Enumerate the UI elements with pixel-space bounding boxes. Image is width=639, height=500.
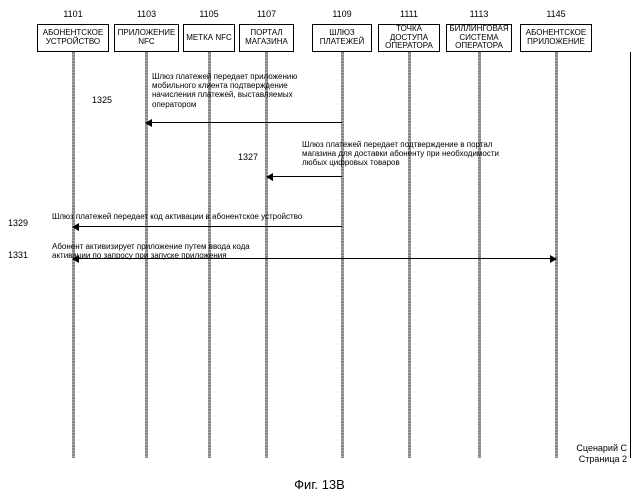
lane-header: ТОЧКА ДОСТУПА ОПЕРАТОРА <box>378 24 440 52</box>
lane-header: МЕТКА NFC <box>183 24 235 52</box>
message-arrow <box>73 226 342 227</box>
message-arrow <box>73 258 556 259</box>
lane-number: 1105 <box>194 9 224 19</box>
lane-header: АБОНЕНТСКОЕ УСТРОЙСТВО <box>37 24 109 52</box>
step-number: 1331 <box>8 250 28 260</box>
lane-number: 1113 <box>464 9 494 19</box>
lifeline <box>341 52 344 458</box>
lane-number: 1111 <box>394 9 424 19</box>
footer: Сценарий С Страница 2 <box>576 443 627 465</box>
lane-header: ПРИЛОЖЕНИЕ NFC <box>114 24 179 52</box>
message-text: Шлюз платежей передает подтверждение в п… <box>302 140 507 168</box>
message-arrow <box>146 122 342 123</box>
frame-right <box>630 52 631 458</box>
lane-number: 1145 <box>541 9 571 19</box>
lane-header: ШЛЮЗ ПЛАТЕЖЕЙ <box>312 24 372 52</box>
step-number: 1327 <box>238 152 258 162</box>
lane-header: ПОРТАЛ МАГАЗИНА <box>239 24 294 52</box>
lane-number: 1101 <box>58 9 88 19</box>
lifeline <box>408 52 411 458</box>
sequence-diagram: 1101 АБОНЕНТСКОЕ УСТРОЙСТВО 1103 ПРИЛОЖЕНИЕ… <box>0 0 639 500</box>
lane-number: 1107 <box>252 9 282 19</box>
step-number: 1325 <box>92 95 112 105</box>
figure-caption: Фиг. 13B <box>0 477 639 492</box>
lane-header: АБОНЕНТСКОЕ ПРИЛОЖЕНИЕ <box>520 24 592 52</box>
lane-number: 1109 <box>327 9 357 19</box>
message-text: Шлюз платежей передает код активации в а… <box>52 212 307 221</box>
step-number: 1329 <box>8 218 28 228</box>
lane-header: БИЛЛИНГОВАЯ СИСТЕМА ОПЕРАТОРА <box>446 24 512 52</box>
lane-number: 1103 <box>132 9 162 19</box>
scenario-label: Сценарий С <box>576 443 627 454</box>
lifeline <box>478 52 481 458</box>
message-text: Шлюз платежей передает приложению мобиль… <box>152 72 332 109</box>
page-label: Страница 2 <box>576 454 627 465</box>
message-arrow <box>267 176 342 177</box>
